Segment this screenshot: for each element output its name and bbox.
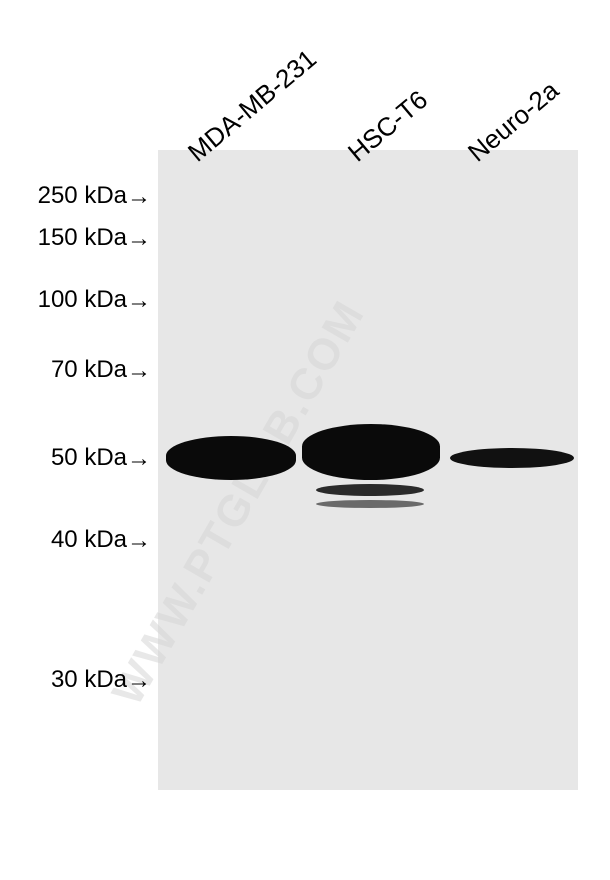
blot-band [302,424,440,480]
mw-marker-label: 150 kDa→ [38,226,151,250]
mw-marker-label: 70 kDa→ [51,358,151,382]
mw-marker-label: 50 kDa→ [51,446,151,470]
blot-band [316,500,424,508]
blot-band [450,448,574,468]
blot-band [166,436,296,480]
figure-canvas: WWW.PTGLAB.COM 250 kDa→150 kDa→100 kDa→7… [0,0,610,880]
mw-marker-label: 250 kDa→ [38,184,151,208]
arrow-right-icon: → [127,669,151,693]
mw-marker-label: 40 kDa→ [51,528,151,552]
mw-marker-label: 30 kDa→ [51,668,151,692]
arrow-right-icon: → [127,227,151,251]
lane-label: MDA-MB-231 [183,45,320,166]
mw-marker-label: 100 kDa→ [38,288,151,312]
arrow-right-icon: → [127,185,151,209]
arrow-right-icon: → [127,529,151,553]
arrow-right-icon: → [127,289,151,313]
arrow-right-icon: → [127,359,151,383]
arrow-right-icon: → [127,447,151,471]
blot-band [316,484,424,496]
